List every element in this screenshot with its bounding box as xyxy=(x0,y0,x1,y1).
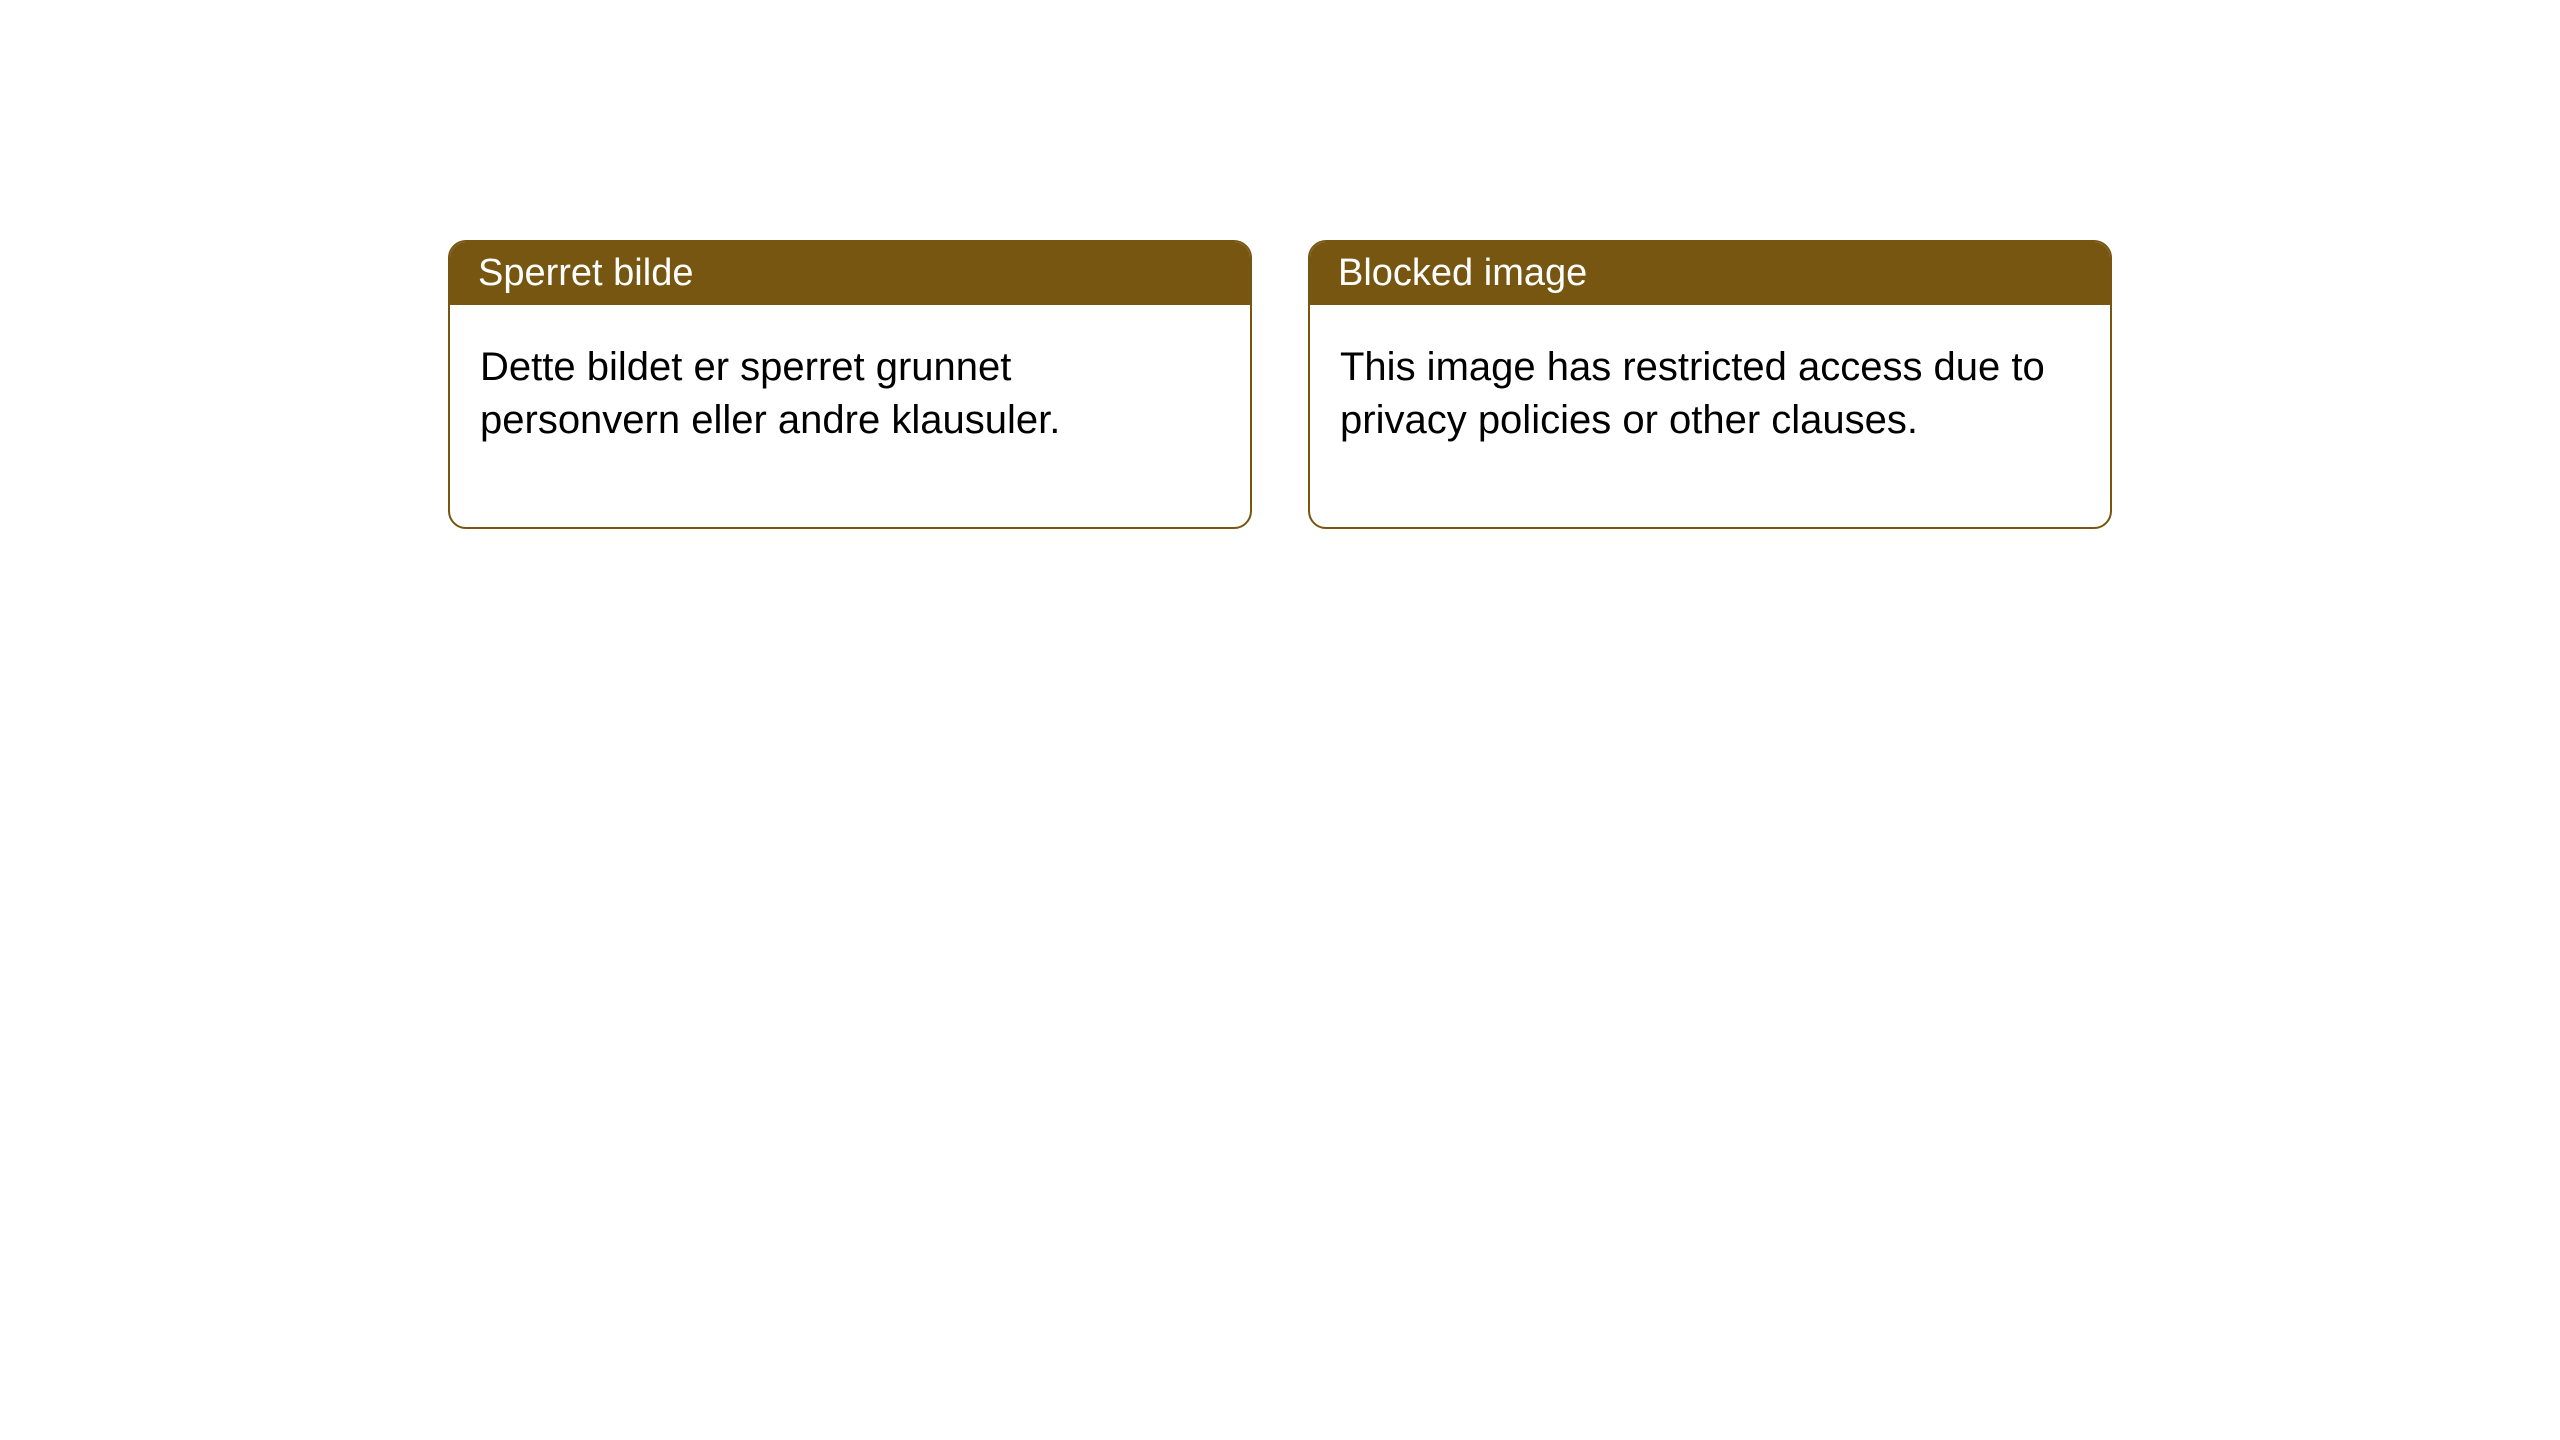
card-header: Blocked image xyxy=(1310,242,2110,305)
notice-container: Sperret bilde Dette bildet er sperret gr… xyxy=(0,0,2560,529)
card-title: Sperret bilde xyxy=(478,252,693,294)
notice-card-norwegian: Sperret bilde Dette bildet er sperret gr… xyxy=(448,240,1252,529)
notice-card-english: Blocked image This image has restricted … xyxy=(1308,240,2112,529)
card-body-text: Dette bildet er sperret grunnet personve… xyxy=(480,345,1060,442)
card-header: Sperret bilde xyxy=(450,242,1250,305)
card-body: This image has restricted access due to … xyxy=(1310,305,2110,527)
card-title: Blocked image xyxy=(1338,252,1587,294)
card-body-text: This image has restricted access due to … xyxy=(1340,345,2045,442)
card-body: Dette bildet er sperret grunnet personve… xyxy=(450,305,1250,527)
